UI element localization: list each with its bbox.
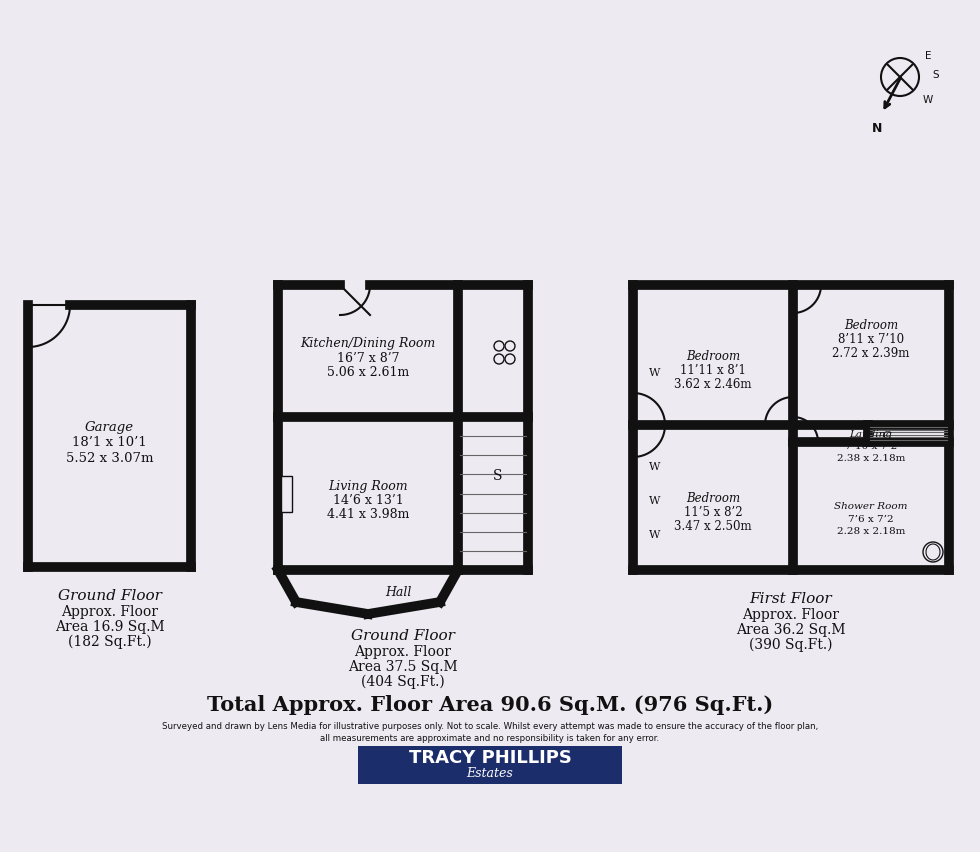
Text: W: W bbox=[650, 367, 661, 377]
Text: Living Room: Living Room bbox=[328, 480, 408, 492]
Text: N: N bbox=[872, 121, 882, 135]
Text: W: W bbox=[923, 95, 933, 105]
Text: Approx. Floor: Approx. Floor bbox=[355, 644, 452, 659]
Text: E: E bbox=[925, 51, 931, 61]
Text: Estates: Estates bbox=[466, 767, 514, 780]
Text: Shower Room: Shower Room bbox=[834, 502, 907, 511]
Text: Bedroom: Bedroom bbox=[686, 492, 740, 504]
Text: Bedroom: Bedroom bbox=[686, 349, 740, 362]
Text: Ground Floor: Ground Floor bbox=[58, 589, 162, 602]
Text: 7’6 x 7’2: 7’6 x 7’2 bbox=[848, 514, 894, 523]
Text: W: W bbox=[650, 529, 661, 539]
Bar bbox=[358, 746, 622, 784]
Text: all measurements are approximate and no responsibility is taken for any error.: all measurements are approximate and no … bbox=[320, 734, 660, 743]
Text: Landing: Landing bbox=[850, 429, 893, 439]
Text: 14’6 x 13’1: 14’6 x 13’1 bbox=[332, 493, 404, 506]
Text: 11’11 x 8’1: 11’11 x 8’1 bbox=[680, 363, 746, 376]
Text: 7’10 x 7’2: 7’10 x 7’2 bbox=[845, 441, 897, 451]
Text: 18’1 x 10’1: 18’1 x 10’1 bbox=[73, 436, 147, 449]
Text: 3.47 x 2.50m: 3.47 x 2.50m bbox=[674, 520, 752, 532]
Text: 4.41 x 3.98m: 4.41 x 3.98m bbox=[326, 508, 410, 521]
Text: 2.72 x 2.39m: 2.72 x 2.39m bbox=[832, 346, 909, 360]
Text: (182 Sq.Ft.): (182 Sq.Ft.) bbox=[68, 634, 151, 648]
Text: W: W bbox=[650, 496, 661, 506]
Text: 2.38 x 2.18m: 2.38 x 2.18m bbox=[837, 453, 906, 463]
Text: Area 36.2 Sq.M: Area 36.2 Sq.M bbox=[736, 622, 846, 636]
Text: S: S bbox=[933, 70, 939, 80]
Text: W: W bbox=[650, 461, 661, 471]
Text: C: C bbox=[882, 430, 891, 440]
Text: 5.06 x 2.61m: 5.06 x 2.61m bbox=[327, 365, 409, 378]
Text: TRACY PHILLIPS: TRACY PHILLIPS bbox=[409, 748, 571, 766]
Text: 8’11 x 7’10: 8’11 x 7’10 bbox=[838, 332, 905, 345]
Text: Bedroom: Bedroom bbox=[844, 319, 898, 331]
Text: 11’5 x 8’2: 11’5 x 8’2 bbox=[684, 505, 742, 518]
Text: Kitchen/Dining Room: Kitchen/Dining Room bbox=[301, 337, 436, 350]
Text: Total Approx. Floor Area 90.6 Sq.M. (976 Sq.Ft.): Total Approx. Floor Area 90.6 Sq.M. (976… bbox=[207, 694, 773, 714]
Text: Area 16.9 Sq.M: Area 16.9 Sq.M bbox=[55, 619, 165, 633]
Text: First Floor: First Floor bbox=[750, 591, 832, 605]
Text: 3.62 x 2.46m: 3.62 x 2.46m bbox=[674, 377, 752, 390]
Text: 16’7 x 8’7: 16’7 x 8’7 bbox=[337, 351, 399, 364]
Text: Approx. Floor: Approx. Floor bbox=[743, 607, 840, 621]
Text: Approx. Floor: Approx. Floor bbox=[61, 604, 158, 619]
Text: 2.28 x 2.18m: 2.28 x 2.18m bbox=[837, 526, 906, 535]
Text: Ground Floor: Ground Floor bbox=[351, 628, 455, 642]
Text: (404 Sq.Ft.): (404 Sq.Ft.) bbox=[361, 674, 445, 688]
Bar bbox=[281, 476, 292, 512]
Text: Area 37.5 Sq.M: Area 37.5 Sq.M bbox=[348, 659, 458, 673]
Text: 5.52 x 3.07m: 5.52 x 3.07m bbox=[66, 452, 153, 465]
Text: (390 Sq.Ft.): (390 Sq.Ft.) bbox=[750, 637, 833, 652]
Text: Surveyed and drawn by Lens Media for illustrative purposes only. Not to scale. W: Surveyed and drawn by Lens Media for ill… bbox=[162, 722, 818, 731]
Text: Hall: Hall bbox=[385, 586, 412, 599]
Text: S: S bbox=[493, 469, 503, 482]
Text: Garage: Garage bbox=[85, 420, 134, 433]
